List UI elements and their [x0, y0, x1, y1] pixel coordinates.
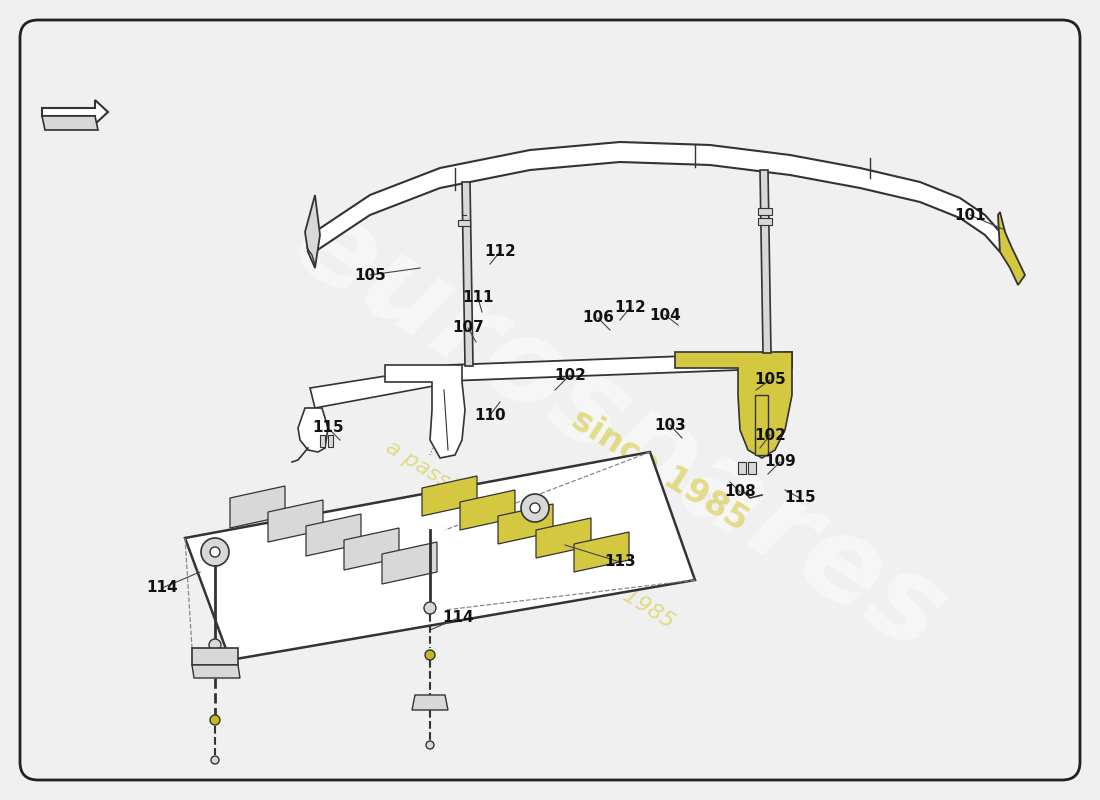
Bar — [328, 435, 333, 447]
Text: a passion for parts since 1985: a passion for parts since 1985 — [382, 438, 678, 633]
Polygon shape — [230, 486, 285, 528]
Text: 104: 104 — [649, 307, 681, 322]
Text: 106: 106 — [582, 310, 614, 326]
Polygon shape — [298, 408, 328, 452]
Text: 105: 105 — [354, 267, 386, 282]
Polygon shape — [536, 518, 591, 558]
Bar — [758, 218, 772, 225]
Polygon shape — [574, 532, 629, 572]
Circle shape — [210, 715, 220, 725]
Text: 105: 105 — [755, 373, 785, 387]
Polygon shape — [42, 100, 108, 124]
Text: 108: 108 — [724, 485, 756, 499]
Bar — [738, 462, 746, 474]
Circle shape — [210, 547, 220, 557]
Text: 102: 102 — [755, 427, 785, 442]
Polygon shape — [382, 542, 437, 584]
Text: 115: 115 — [312, 421, 344, 435]
Bar — [320, 435, 324, 447]
Circle shape — [426, 741, 434, 749]
Text: 109: 109 — [764, 454, 796, 470]
Text: 114: 114 — [442, 610, 474, 626]
Polygon shape — [422, 476, 477, 516]
FancyBboxPatch shape — [20, 20, 1080, 780]
Circle shape — [530, 503, 540, 513]
Text: 115: 115 — [784, 490, 816, 506]
Circle shape — [425, 650, 435, 660]
Polygon shape — [498, 504, 553, 544]
Polygon shape — [448, 352, 792, 381]
Text: since 1985: since 1985 — [565, 402, 755, 538]
Polygon shape — [412, 695, 448, 710]
Polygon shape — [306, 514, 361, 556]
Polygon shape — [385, 365, 465, 458]
Text: 101: 101 — [954, 207, 986, 222]
Polygon shape — [462, 182, 473, 366]
Polygon shape — [305, 195, 320, 268]
Circle shape — [211, 756, 219, 764]
Polygon shape — [998, 212, 1025, 285]
Bar — [758, 208, 772, 215]
Polygon shape — [310, 142, 1000, 255]
Polygon shape — [310, 365, 455, 408]
Polygon shape — [42, 116, 98, 130]
Polygon shape — [675, 352, 792, 458]
Polygon shape — [760, 170, 771, 353]
Polygon shape — [460, 490, 515, 530]
Text: 103: 103 — [654, 418, 686, 433]
Text: 114: 114 — [146, 581, 178, 595]
Text: 112: 112 — [614, 301, 646, 315]
Circle shape — [424, 602, 436, 614]
Circle shape — [201, 538, 229, 566]
Circle shape — [209, 639, 221, 651]
Polygon shape — [755, 395, 768, 455]
Circle shape — [521, 494, 549, 522]
Bar — [458, 220, 470, 226]
Polygon shape — [192, 665, 240, 678]
Text: 112: 112 — [484, 245, 516, 259]
Polygon shape — [192, 648, 238, 665]
Polygon shape — [344, 528, 399, 570]
Polygon shape — [185, 452, 695, 660]
Polygon shape — [268, 500, 323, 542]
Text: 111: 111 — [462, 290, 494, 306]
Text: 107: 107 — [452, 321, 484, 335]
Text: eurospares: eurospares — [273, 183, 967, 677]
Bar — [748, 462, 756, 474]
Text: 102: 102 — [554, 367, 586, 382]
Text: 113: 113 — [604, 554, 636, 570]
Text: 110: 110 — [474, 407, 506, 422]
